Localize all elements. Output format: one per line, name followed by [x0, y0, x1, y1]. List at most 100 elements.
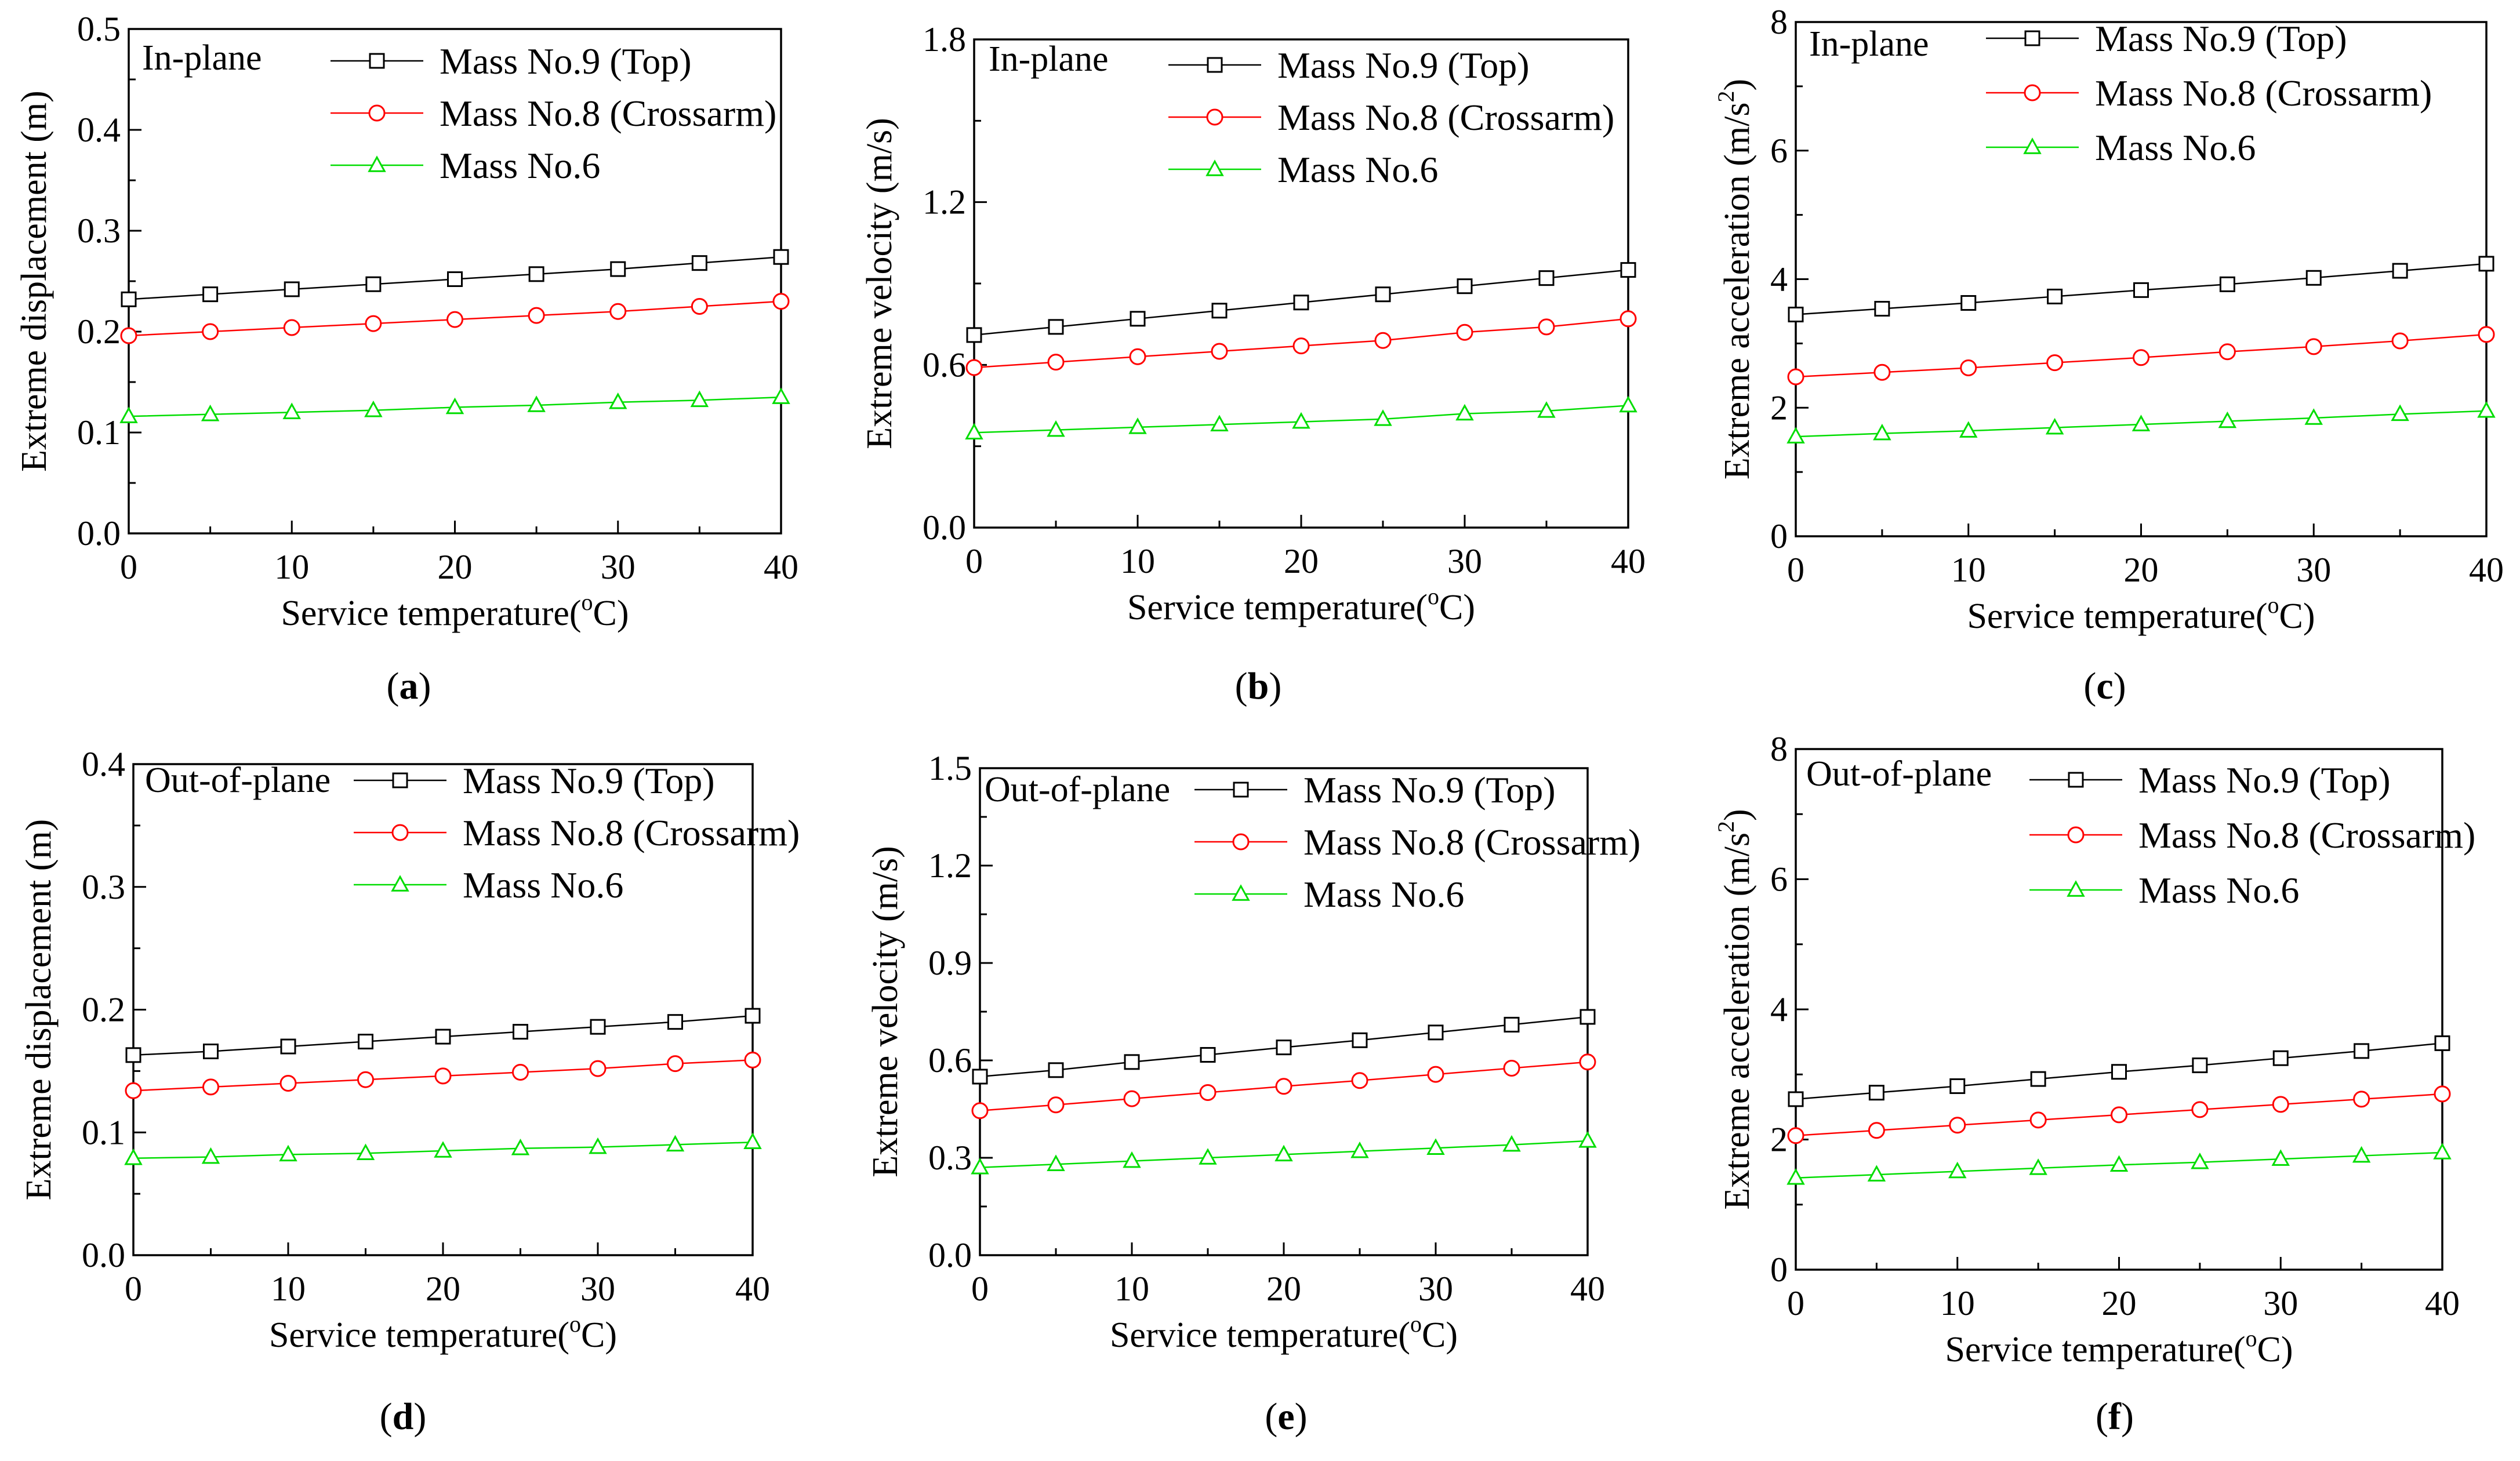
legend-label-1: Mass No.9 (Top) — [440, 41, 692, 82]
caption-paren-close: ) — [2114, 665, 2126, 707]
y-tick-label: 1.2 — [928, 846, 972, 885]
data-point-1 — [121, 291, 137, 307]
data-point-3 — [743, 1132, 762, 1149]
data-point-3 — [2029, 1158, 2047, 1175]
data-point-3 — [1047, 420, 1065, 437]
data-point-2 — [1579, 1053, 1596, 1071]
data-point-2 — [365, 315, 382, 332]
data-point-3 — [1502, 1135, 1521, 1152]
y-tick-label: 2 — [1770, 388, 1788, 427]
data-point-2 — [1427, 1066, 1444, 1083]
data-point-1 — [2478, 256, 2494, 272]
data-point-2 — [1123, 1090, 1141, 1107]
x-tick-label: 40 — [764, 548, 798, 586]
data-point-3 — [1426, 1138, 1445, 1155]
data-point-3 — [445, 397, 464, 415]
chart-panel-d: 0 10 20 30 40 0.0 0.1 0.2 0.3 0.4 Service temperat… — [19, 745, 800, 1438]
data-point-1 — [1200, 1046, 1216, 1063]
caption-paren-open: ( — [1265, 1395, 1277, 1438]
y-tick-label: 0.0 — [82, 1236, 125, 1274]
y-tick-label: 0.2 — [82, 991, 125, 1029]
data-point-2 — [1456, 324, 1473, 341]
x-axis-title-end: C) — [1422, 1315, 1458, 1355]
data-point-2 — [2434, 1085, 2451, 1103]
data-point-1 — [435, 1028, 451, 1045]
x-axis-title: Service temperature(oC) — [269, 1311, 617, 1355]
data-point-1 — [513, 1024, 528, 1040]
y-tick-label: 4 — [1770, 990, 1788, 1028]
x-tick-label: 0 — [971, 1270, 989, 1308]
data-point-2 — [2191, 1101, 2209, 1118]
data-point-1 — [1504, 1016, 1520, 1033]
legend-label-3: Mass No.6 — [1277, 149, 1438, 190]
data-point-1 — [125, 1047, 141, 1063]
x-tick-label: 40 — [1570, 1270, 1605, 1308]
data-point-2 — [971, 1102, 989, 1120]
data-point-1 — [2354, 1043, 2370, 1059]
chart-panel-a: 0 10 20 30 40 0.0 0.1 0.2 0.3 0.4 0.5 Service tempe… — [14, 10, 798, 707]
x-tick-label: 10 — [1114, 1270, 1149, 1308]
data-point-1 — [2434, 1035, 2450, 1051]
chart-panel-e: 0 10 20 30 40 0.0 0.3 0.6 0.9 1.2 1.5 Service tempe… — [866, 749, 1640, 1438]
data-point-2 — [1873, 364, 1891, 381]
legend-marker-3 — [2067, 880, 2085, 897]
legend-label-1: Mass No.9 (Top) — [463, 760, 715, 801]
data-point-2 — [1538, 318, 1555, 336]
caption-paren-close: ) — [413, 1395, 426, 1438]
y-tick-label: 0.6 — [923, 346, 966, 384]
data-point-1 — [2272, 1050, 2289, 1066]
x-axis-title-text: Service temperature( — [281, 594, 581, 633]
data-point-1 — [1130, 311, 1146, 327]
y-tick-label: 6 — [1770, 860, 1788, 899]
data-point-1 — [1788, 1091, 1804, 1107]
legend-label-3: Mass No.6 — [1303, 874, 1464, 915]
x-axis-title-sup: o — [1428, 583, 1439, 609]
caption-paren-open: ( — [2083, 665, 2096, 707]
data-point-1 — [2219, 276, 2235, 292]
caption-paren-close: ) — [1295, 1395, 1308, 1438]
caption-paren-open: ( — [2096, 1395, 2108, 1438]
data-point-2 — [1374, 332, 1392, 349]
y-axis-title-text: Extreme displacement (m) — [14, 90, 54, 472]
data-point-3 — [1537, 401, 1556, 418]
data-point-3 — [1948, 1161, 1967, 1179]
legend-label-3: Mass No.6 — [2095, 127, 2256, 168]
data-point-2 — [2029, 1111, 2047, 1129]
legend-marker-2 — [368, 104, 386, 122]
x-tick-label: 0 — [125, 1270, 142, 1308]
data-point-3 — [2304, 408, 2323, 425]
data-point-2 — [2272, 1096, 2289, 1113]
legend-label-2: Mass No.8 (Crossarm) — [2095, 72, 2432, 114]
y-tick-label: 0.9 — [928, 944, 972, 982]
y-axis-title: Extreme velocity (m/s) — [860, 118, 899, 449]
x-tick-label: 10 — [1940, 1284, 1975, 1322]
legend-marker-3 — [1205, 159, 1224, 176]
y-tick-label: 0.3 — [77, 212, 121, 250]
data-point-1 — [1960, 295, 1977, 311]
y-tick-label: 0.4 — [82, 745, 125, 783]
data-point-2 — [1787, 1127, 1804, 1144]
y-tick-label: 0.5 — [77, 10, 121, 48]
data-point-2 — [283, 319, 300, 336]
data-point-2 — [589, 1060, 607, 1077]
x-axis-title-sup: o — [1410, 1311, 1422, 1337]
y-axis-title: Extreme displacement (m) — [14, 90, 54, 472]
data-point-1 — [2133, 282, 2149, 298]
y-tick-label: 0.2 — [77, 312, 121, 351]
chart-panel-b: 0 10 20 30 40 0.0 0.6 1.2 1.8 Service temperature… — [860, 20, 1646, 707]
x-tick-label: 30 — [580, 1270, 615, 1308]
data-point-3 — [690, 390, 709, 408]
x-tick-label: 40 — [2425, 1284, 2460, 1322]
data-point-1 — [2392, 263, 2408, 279]
legend-label-1: Mass No.9 (Top) — [2138, 759, 2391, 801]
data-point-3 — [282, 402, 301, 419]
legend-marker-2 — [1206, 108, 1223, 126]
plane-annotation: In-plane — [989, 39, 1109, 79]
data-point-3 — [1210, 415, 1229, 432]
data-point-3 — [201, 404, 220, 421]
data-point-2 — [528, 307, 545, 324]
data-point-3 — [2045, 417, 2064, 435]
data-point-1 — [1457, 278, 1473, 295]
data-point-2 — [1292, 337, 1310, 355]
